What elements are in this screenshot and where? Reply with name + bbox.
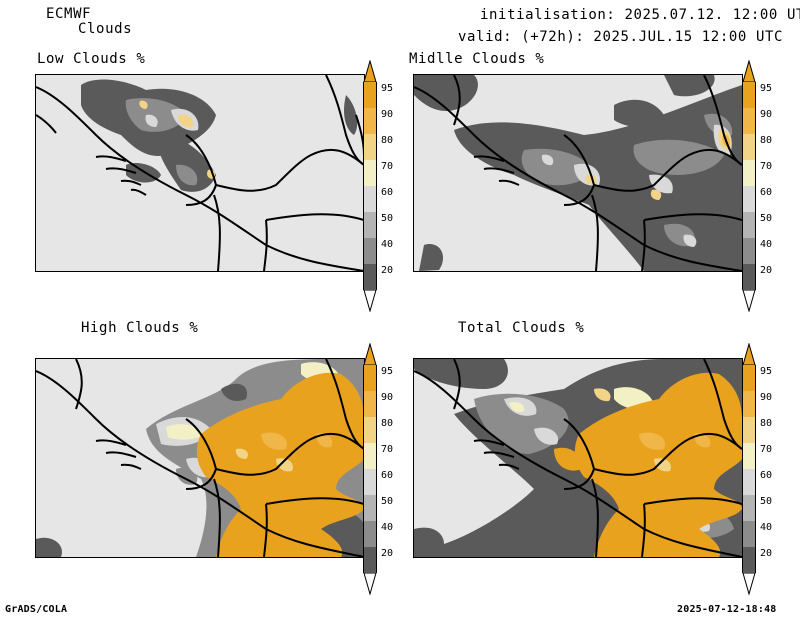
colorbar-tick-label: 40 xyxy=(760,239,773,250)
colorbar-segment xyxy=(363,238,377,264)
middle-clouds-map-svg xyxy=(414,75,742,271)
colorbar-segment xyxy=(742,238,756,264)
colorbar-segment xyxy=(363,212,377,238)
footer-left: GrADS/COLA xyxy=(5,604,68,615)
colorbar-segment xyxy=(363,443,377,469)
colorbar-tick-label: 50 xyxy=(760,496,773,507)
init-time: initialisation: 2025.07.12. 12:00 UTC xyxy=(480,7,800,23)
colorbar-segment xyxy=(363,365,377,391)
low-cloud-fields xyxy=(81,79,358,192)
colorbar-segment xyxy=(742,547,756,573)
low-clouds-map-svg xyxy=(36,75,364,271)
colorbar-tick-label: 95 xyxy=(760,366,773,377)
colorbar-segment xyxy=(363,82,377,108)
low-borders xyxy=(36,75,364,271)
title-high-clouds: High Clouds % xyxy=(81,320,199,336)
colorbar-tick-label: 50 xyxy=(381,213,394,224)
colorbar-tick-label: 95 xyxy=(760,83,773,94)
colorbar-segment xyxy=(363,521,377,547)
colorbar-tick-label: 70 xyxy=(381,444,394,455)
title-low-clouds: Low Clouds % xyxy=(37,51,146,67)
colorbar-tick-label: 60 xyxy=(381,470,394,481)
colorbar-tick-label: 40 xyxy=(760,522,773,533)
colorbar-segment xyxy=(742,417,756,443)
colorbar-segment xyxy=(742,108,756,134)
colorbar-tick-label: 40 xyxy=(381,522,394,533)
colorbar-segment xyxy=(363,495,377,521)
colorbar-tick-label: 80 xyxy=(381,418,394,429)
colorbar-segment xyxy=(742,495,756,521)
valid-time: valid: (+72h): 2025.JUL.15 12:00 UTC xyxy=(458,29,784,45)
colorbar-tick-label: 80 xyxy=(760,418,773,429)
colorbar-tick-label: 40 xyxy=(381,239,394,250)
colorbar-segment xyxy=(363,391,377,417)
colorbar-top-triangle xyxy=(363,343,377,365)
colorbar-tick-label: 60 xyxy=(760,470,773,481)
product-label: Clouds xyxy=(78,21,133,37)
colorbar-segment xyxy=(742,186,756,212)
map-middle-clouds xyxy=(413,74,743,272)
colorbar-bottom-triangle xyxy=(363,573,377,595)
colorbar-tick-label: 80 xyxy=(760,135,773,146)
colorbar-segment xyxy=(363,469,377,495)
colorbar-tick-label: 95 xyxy=(381,366,394,377)
colorbar-tick-label: 60 xyxy=(760,187,773,198)
colorbar-tick-label: 20 xyxy=(760,265,773,276)
title-middle-clouds: Midlle Clouds % xyxy=(409,51,545,67)
footer-right: 2025-07-12-18:48 xyxy=(677,604,777,615)
colorbar-segment xyxy=(742,160,756,186)
colorbar-top-triangle xyxy=(363,60,377,82)
colorbar-bottom-triangle xyxy=(742,290,756,312)
colorbar-segment xyxy=(742,365,756,391)
colorbar-bottom-triangle xyxy=(363,290,377,312)
colorbar-top-triangle xyxy=(742,343,756,365)
colorbar-tick-label: 50 xyxy=(760,213,773,224)
colorbar-segment xyxy=(742,82,756,108)
colorbar-tick-label: 20 xyxy=(760,548,773,559)
colorbar-tick-label: 20 xyxy=(381,265,394,276)
map-low-clouds xyxy=(35,74,365,272)
colorbar-tick-label: 90 xyxy=(760,392,773,403)
colorbar-tick-label: 70 xyxy=(760,444,773,455)
title-total-clouds: Total Clouds % xyxy=(458,320,585,336)
colorbar-segment xyxy=(742,391,756,417)
colorbar-bottom-triangle xyxy=(742,573,756,595)
model-label: ECMWF xyxy=(46,6,92,22)
colorbar-tick-label: 90 xyxy=(381,109,394,120)
colorbar-tick-label: 50 xyxy=(381,496,394,507)
colorbar-tick-label: 90 xyxy=(760,109,773,120)
total-clouds-map-svg xyxy=(414,359,742,557)
colorbar-tick-label: 70 xyxy=(760,161,773,172)
colorbar-segment xyxy=(363,547,377,573)
colorbar-top-triangle xyxy=(742,60,756,82)
colorbar-tick-label: 70 xyxy=(381,161,394,172)
colorbar-segment xyxy=(742,264,756,290)
colorbar-segment xyxy=(742,134,756,160)
colorbar-segment xyxy=(742,443,756,469)
colorbar-segment xyxy=(363,108,377,134)
colorbar-segment xyxy=(363,264,377,290)
colorbar-segment xyxy=(363,134,377,160)
colorbar-tick-label: 80 xyxy=(381,135,394,146)
colorbar-segment xyxy=(742,212,756,238)
colorbar-segment xyxy=(742,521,756,547)
colorbar-tick-label: 95 xyxy=(381,83,394,94)
high-clouds-map-svg xyxy=(36,359,364,557)
map-high-clouds xyxy=(35,358,365,558)
map-total-clouds xyxy=(413,358,743,558)
colorbar-segment xyxy=(363,186,377,212)
colorbar-segment xyxy=(742,469,756,495)
colorbar-tick-label: 20 xyxy=(381,548,394,559)
colorbar-tick-label: 60 xyxy=(381,187,394,198)
colorbar-tick-label: 90 xyxy=(381,392,394,403)
colorbar-segment xyxy=(363,160,377,186)
colorbar-segment xyxy=(363,417,377,443)
